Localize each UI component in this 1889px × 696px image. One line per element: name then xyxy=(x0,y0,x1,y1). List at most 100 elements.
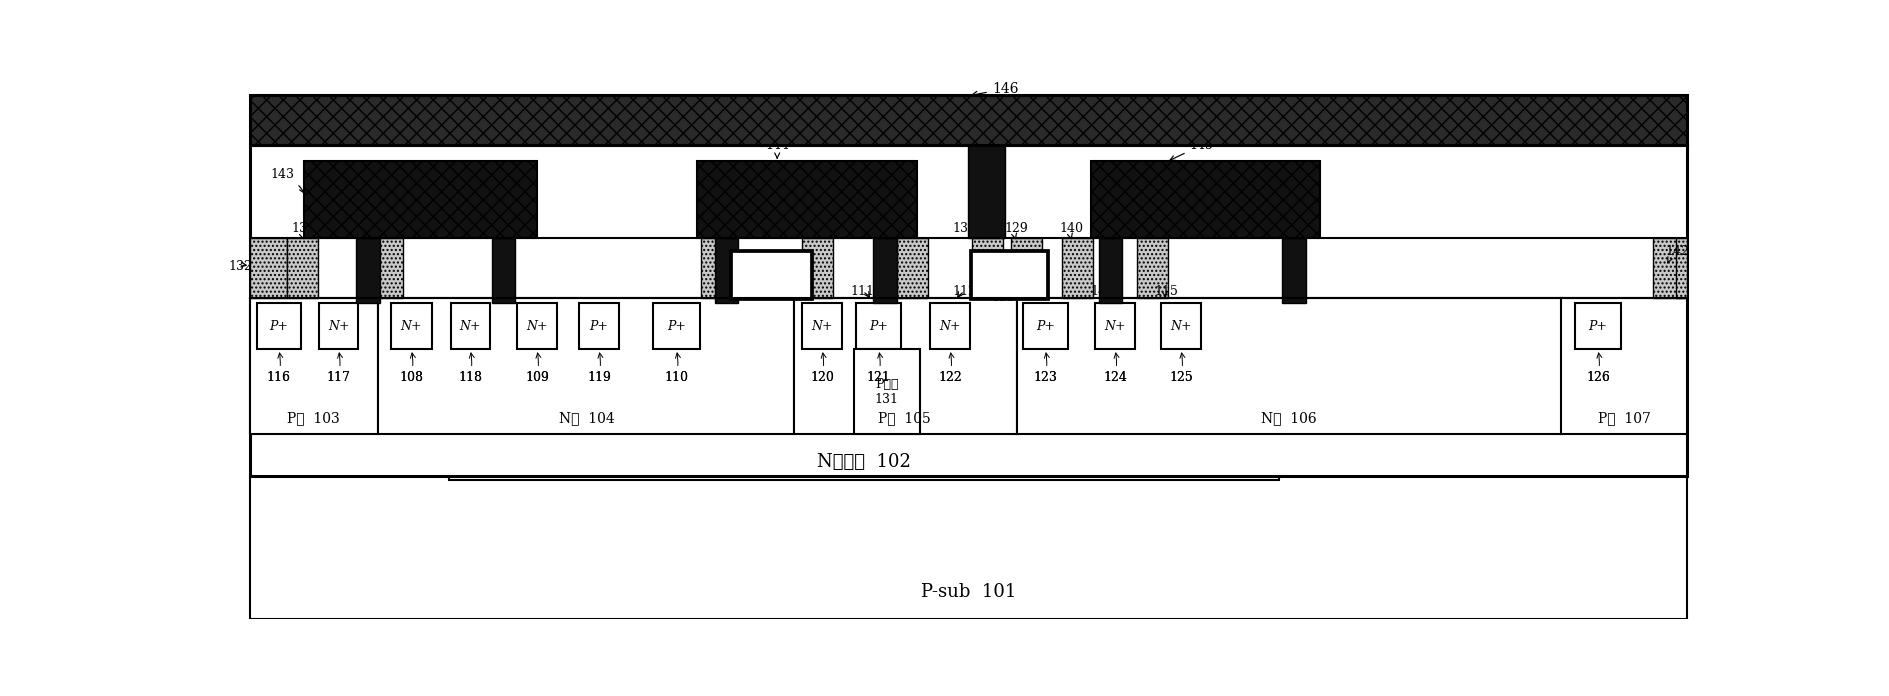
Text: 143: 143 xyxy=(270,168,304,193)
Text: N+: N+ xyxy=(400,319,421,333)
Bar xyxy=(304,161,536,237)
Text: N+: N+ xyxy=(1169,319,1192,333)
Text: 129: 129 xyxy=(1003,222,1028,239)
Text: 109: 109 xyxy=(525,371,548,384)
Bar xyxy=(578,303,620,349)
Bar xyxy=(1022,303,1067,349)
Text: P阱  107: P阱 107 xyxy=(1596,411,1649,425)
Text: P掺杂
131: P掺杂 131 xyxy=(875,377,899,406)
Bar xyxy=(654,303,699,349)
Bar xyxy=(731,251,812,299)
Text: 119: 119 xyxy=(587,353,610,384)
Text: 126: 126 xyxy=(1585,371,1609,384)
Bar xyxy=(873,237,895,303)
Text: 123: 123 xyxy=(1033,353,1056,384)
Bar xyxy=(854,349,920,434)
Text: 118: 118 xyxy=(457,353,482,384)
Text: 127: 127 xyxy=(708,179,733,203)
Bar xyxy=(1653,237,1683,298)
Text: 120: 120 xyxy=(810,371,833,384)
Text: P+: P+ xyxy=(869,319,888,333)
Bar xyxy=(249,145,1687,476)
Bar xyxy=(391,303,431,349)
Text: 120: 120 xyxy=(810,353,833,384)
Text: N+: N+ xyxy=(1103,319,1126,333)
Text: 108: 108 xyxy=(399,371,423,384)
Bar xyxy=(697,161,916,237)
Bar xyxy=(1098,237,1122,303)
Text: 145: 145 xyxy=(1169,139,1213,160)
Text: 128: 128 xyxy=(703,222,727,239)
Text: 146: 146 xyxy=(971,82,1018,97)
Bar xyxy=(1062,237,1092,298)
Bar xyxy=(1574,303,1621,349)
Text: 117: 117 xyxy=(327,371,349,384)
Text: 116: 116 xyxy=(266,371,291,384)
Text: N+: N+ xyxy=(525,319,548,333)
Text: 135: 135 xyxy=(722,278,746,296)
Text: 118: 118 xyxy=(457,371,482,384)
Text: 121: 121 xyxy=(867,371,890,384)
Text: 139: 139 xyxy=(992,286,1014,304)
Bar xyxy=(971,251,1048,299)
Text: 133: 133 xyxy=(291,222,315,239)
Text: 121: 121 xyxy=(867,353,890,384)
Bar xyxy=(801,303,842,349)
Text: P+: P+ xyxy=(589,319,608,333)
Text: 123: 123 xyxy=(1033,371,1056,384)
Bar xyxy=(287,237,317,298)
Bar xyxy=(801,237,833,298)
Text: 124: 124 xyxy=(1103,371,1126,384)
Bar xyxy=(1160,303,1201,349)
Bar xyxy=(257,303,300,349)
Text: N+: N+ xyxy=(327,319,349,333)
Text: 114: 114 xyxy=(1090,285,1115,298)
Bar xyxy=(249,237,287,298)
Text: 117: 117 xyxy=(327,353,349,384)
Bar xyxy=(856,303,901,349)
Bar xyxy=(516,303,557,349)
Text: P+: P+ xyxy=(1035,319,1054,333)
Text: 137: 137 xyxy=(952,222,977,239)
Text: N+: N+ xyxy=(810,319,833,333)
Text: P-sub  101: P-sub 101 xyxy=(920,583,1016,601)
Bar xyxy=(1560,298,1687,434)
Text: 144: 144 xyxy=(765,139,790,158)
Text: 125: 125 xyxy=(1169,353,1192,384)
Text: 108: 108 xyxy=(399,353,423,384)
Text: 125: 125 xyxy=(1169,371,1192,384)
Bar xyxy=(1676,237,1687,298)
Text: 136: 136 xyxy=(890,222,914,239)
Text: 110: 110 xyxy=(665,371,688,384)
Text: 138: 138 xyxy=(975,222,999,239)
Bar xyxy=(450,434,1279,480)
Text: P+: P+ xyxy=(270,319,289,333)
Bar xyxy=(357,237,380,303)
Text: N阱  104: N阱 104 xyxy=(559,411,614,425)
Text: 126: 126 xyxy=(1585,353,1609,384)
Bar xyxy=(451,303,489,349)
Bar xyxy=(1135,237,1167,298)
Bar xyxy=(701,237,731,298)
Text: 115: 115 xyxy=(1154,285,1177,298)
Bar xyxy=(319,303,357,349)
Bar xyxy=(249,298,378,434)
Bar xyxy=(249,476,1687,619)
Bar xyxy=(1094,303,1135,349)
Bar xyxy=(895,237,927,298)
Text: 113: 113 xyxy=(1005,285,1030,298)
Bar xyxy=(378,298,793,434)
Text: P阱  105: P阱 105 xyxy=(878,411,929,425)
Bar xyxy=(249,95,1687,145)
Text: 134: 134 xyxy=(376,222,400,239)
Text: 140: 140 xyxy=(1060,222,1082,239)
Bar xyxy=(793,298,1016,434)
Text: 116: 116 xyxy=(266,353,291,384)
Bar xyxy=(967,145,1005,237)
Text: N+: N+ xyxy=(459,319,482,333)
Bar xyxy=(971,237,1003,298)
Bar xyxy=(714,237,739,303)
Text: N型埋层  102: N型埋层 102 xyxy=(816,453,910,471)
Bar xyxy=(1283,237,1305,303)
Bar xyxy=(1016,298,1560,434)
